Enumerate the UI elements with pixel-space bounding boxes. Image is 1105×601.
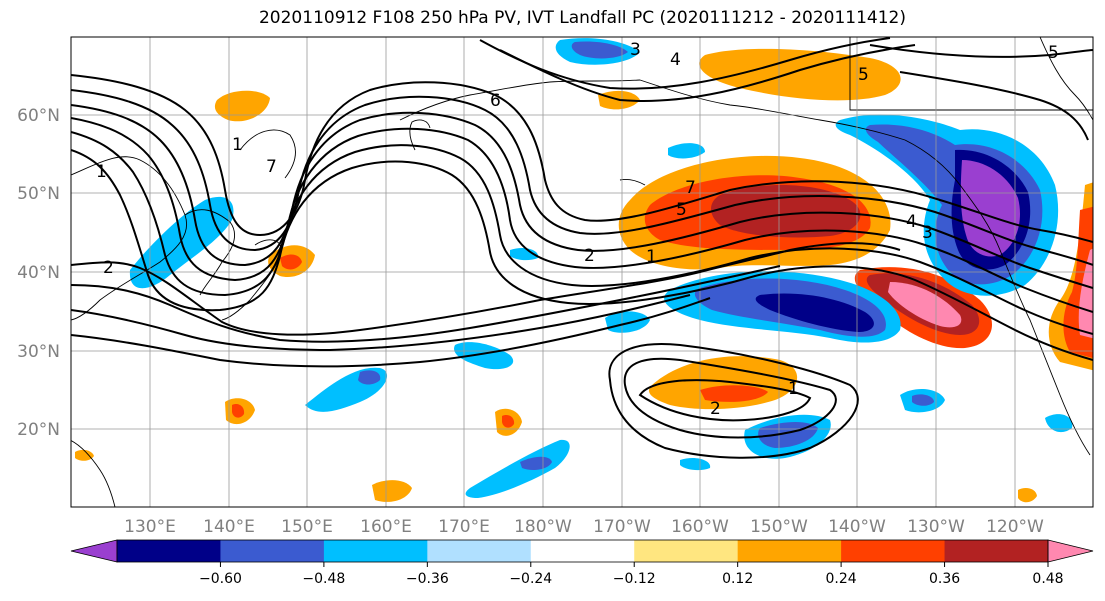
pv-blob: [680, 457, 711, 471]
lon-tick-label: 130°E: [124, 517, 176, 537]
colorbar-segment: [427, 540, 532, 562]
colorbar-extend-low: [70, 539, 118, 563]
lat-axis: 60°N 50°N 40°N 30°N 20°N: [17, 106, 60, 440]
lon-tick-label: 150°E: [281, 517, 333, 537]
pv-blob: [232, 404, 245, 418]
contour-label: 1: [646, 247, 657, 267]
pv-blob: [605, 311, 650, 333]
colorbar-tick-label: −0.48: [302, 571, 345, 587]
pv-blob: [1045, 414, 1073, 433]
contour-labels: 1 2 1 7 6 3 4 5 5 7 5 2 1 4 3 1 2: [96, 40, 1059, 419]
contour-label: 2: [584, 246, 595, 266]
colorbar-segment: [220, 540, 325, 562]
pv-blob: [711, 184, 861, 238]
lat-tick-label: 60°N: [17, 106, 60, 126]
pv-blob: [510, 247, 539, 261]
lat-tick-label: 30°N: [17, 342, 60, 362]
lon-tick-label: 180°W: [514, 517, 572, 537]
colorbar-segment: [944, 540, 1049, 562]
lon-tick-label: 140°W: [828, 517, 886, 537]
pv-blob: [358, 370, 381, 385]
colorbar: −0.60 −0.48 −0.36 −0.24 −0.12 0.12 0.24 0.36 0.4…: [70, 539, 1094, 587]
colorbar-tick-label: −0.24: [509, 571, 552, 587]
lon-tick-label: 150°W: [750, 517, 808, 537]
colorbar-segment: [841, 540, 946, 562]
contour-label: 3: [630, 40, 641, 60]
ivt-contours: [71, 37, 1093, 459]
contour-label: 3: [922, 223, 933, 243]
lat-tick-label: 20°N: [17, 420, 60, 440]
map-title: 2020110912 F108 250 hPa PV, IVT Landfall…: [258, 8, 906, 28]
colorbar-segment: [634, 540, 739, 562]
contour-label: 5: [858, 65, 869, 85]
colorbar-segment: [530, 540, 635, 562]
colorbar-tick-label: 0.48: [1032, 571, 1063, 587]
contour-label: 7: [685, 178, 696, 198]
contour-label: 5: [676, 200, 687, 220]
pv-blob: [888, 282, 962, 328]
pv-blob: [520, 456, 552, 470]
contour-label: 2: [710, 399, 721, 419]
lon-tick-label: 160°W: [671, 517, 729, 537]
lat-tick-label: 40°N: [17, 263, 60, 283]
lon-tick-label: 140°E: [203, 517, 255, 537]
lon-tick-label: 160°E: [360, 517, 412, 537]
contour-label: 5: [1048, 43, 1059, 63]
pv-blob: [1078, 248, 1093, 339]
contour-label: 1: [232, 135, 243, 155]
lon-tick-label: 170°W: [593, 517, 651, 537]
colorbar-segment: [117, 540, 221, 562]
contour-label: 4: [670, 50, 681, 70]
pv-blob: [372, 480, 412, 502]
pv-blob: [755, 293, 874, 332]
contour-label: 7: [266, 157, 277, 177]
lon-tick-label: 130°W: [907, 517, 965, 537]
colorbar-tick-label: −0.36: [406, 571, 449, 587]
colorbar-tick-label: 0.36: [929, 571, 960, 587]
colorbar-segment: [323, 540, 428, 562]
pv-blob: [960, 160, 1020, 257]
pv-blob: [280, 254, 302, 270]
pv-blob: [668, 143, 705, 159]
colorbar-frame: [116, 539, 1049, 563]
lon-tick-label: 120°W: [986, 517, 1044, 537]
pv-blob: [700, 385, 768, 402]
pv-blob: [75, 449, 94, 461]
colorbar-tick-label: −0.12: [613, 571, 656, 587]
lon-axis: 130°E 140°E 150°E 160°E 170°E 180°W 170°…: [124, 517, 1044, 537]
colorbar-extend-high: [1047, 539, 1094, 563]
map-frame: [70, 36, 1094, 508]
colorbar-tick-label: 0.12: [722, 571, 753, 587]
contour-label: 4: [906, 212, 917, 232]
pv-blob: [912, 394, 934, 406]
colorbar-segment: [737, 540, 842, 562]
lon-tick-label: 170°E: [438, 517, 490, 537]
pv-blob: [1018, 488, 1037, 503]
contour-label: 1: [788, 379, 799, 399]
pv-blob: [502, 414, 515, 428]
contour-label: 2: [103, 258, 114, 278]
contour-label: 1: [96, 162, 107, 182]
pv-blob: [454, 342, 514, 370]
pv-blob: [571, 41, 628, 59]
lat-tick-label: 50°N: [17, 184, 60, 204]
contour-label: 6: [490, 91, 501, 111]
pv-blob: [465, 439, 570, 498]
colorbar-tick-label: 0.24: [826, 571, 857, 587]
colorbar-tick-label: −0.60: [199, 571, 242, 587]
